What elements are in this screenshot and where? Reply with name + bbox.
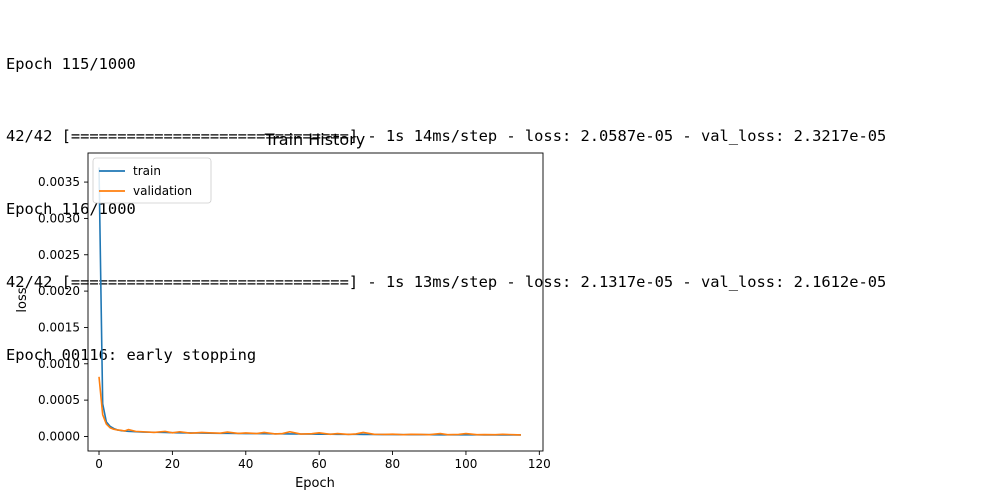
x-tick-label: 0	[95, 457, 103, 471]
series-line-validation	[98, 376, 521, 436]
y-tick-label: 0.0010	[38, 357, 80, 371]
plot-area: 0 20 40 60 80 100 120 0.0000 0.0005 0.0010 0.0015 0…	[38, 152, 551, 471]
legend-label-train: train	[133, 164, 161, 178]
y-axis-label: loss	[15, 287, 30, 312]
y-tick-label: 0.0020	[38, 284, 80, 298]
console-line: Epoch 00116: early stopping	[6, 346, 257, 365]
legend-label-validation: validation	[133, 184, 192, 198]
y-tick-label: 0.0035	[38, 175, 80, 189]
x-axis-label: Epoch	[295, 476, 335, 491]
plot-frame	[87, 152, 544, 452]
y-tick-label: 0.0000	[38, 429, 80, 443]
legend: train validation	[92, 157, 212, 204]
y-tick-label: 0.0015	[38, 320, 80, 334]
console-line: 42/42 [==============================] -…	[6, 273, 887, 292]
x-tick-label: 120	[528, 457, 551, 471]
x-tick-label: 40	[238, 457, 253, 471]
console-line: Epoch 116/1000	[6, 200, 136, 219]
y-tick-label: 0.0005	[38, 393, 80, 407]
series-line-train	[98, 167, 521, 436]
console-output: Epoch 115/1000 42/42 [==================…	[6, 3, 886, 392]
x-tick-label: 100	[454, 457, 477, 471]
console-line: 42/42 [==============================] -…	[6, 127, 887, 146]
x-tick-label: 20	[165, 457, 180, 471]
console-line: Epoch 115/1000	[6, 54, 136, 73]
chart-title: Train History	[264, 130, 365, 149]
x-tick-label: 60	[312, 457, 327, 471]
x-tick-label: 80	[385, 457, 400, 471]
train-history-chart: Train History Epoch loss 0 20 40 60 80 100 120…	[15, 130, 551, 491]
y-tick-label: 0.0025	[38, 248, 80, 262]
y-tick-label: 0.0030	[38, 211, 80, 225]
